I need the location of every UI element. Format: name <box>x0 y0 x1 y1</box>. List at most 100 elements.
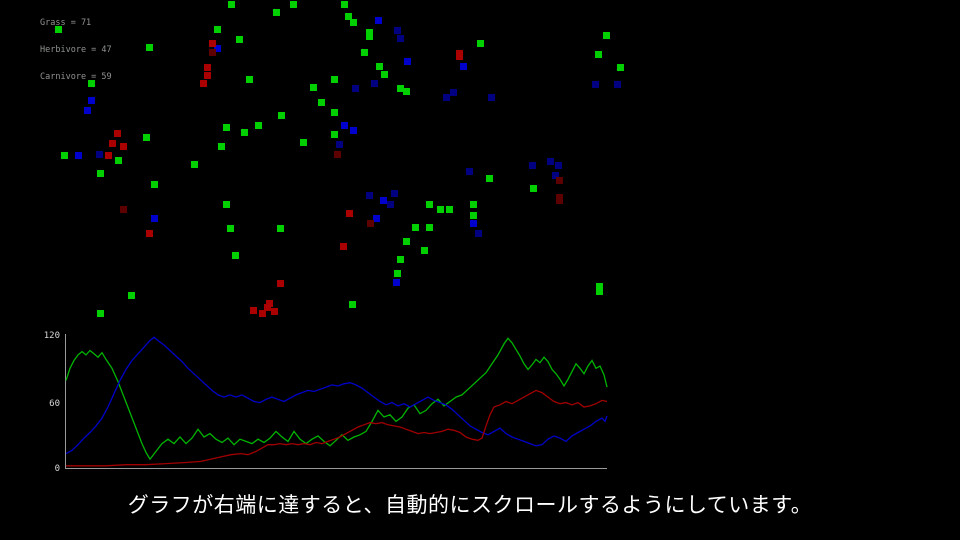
grass-cell <box>350 19 357 26</box>
herbivore-cell <box>394 27 401 34</box>
herbivore-cell <box>397 35 404 42</box>
grass-cell <box>397 256 404 263</box>
herbivore-cell <box>371 80 378 87</box>
grass-cell <box>394 270 401 277</box>
grass-cell <box>214 26 221 33</box>
grass-counter: Grass = 71 <box>40 18 92 28</box>
herbivore-cell <box>443 94 450 101</box>
grass-cell <box>255 122 262 129</box>
grass-cell <box>146 44 153 51</box>
grass-cell <box>331 131 338 138</box>
grass-cell <box>278 112 285 119</box>
grass-cell <box>88 80 95 87</box>
herbivore-cell <box>470 220 477 227</box>
carnivore-cell <box>556 194 563 204</box>
herbivore-cell <box>391 190 398 197</box>
herbivore-cell <box>341 122 348 129</box>
carnivore-cell <box>105 152 112 159</box>
grass-cell <box>300 139 307 146</box>
herbivore-cell <box>592 81 599 88</box>
grass-cell <box>477 40 484 47</box>
grass-cell <box>596 283 603 295</box>
carnivore-cell <box>346 210 353 217</box>
carnivore-cell <box>109 140 116 147</box>
herbivore-cell <box>375 17 382 24</box>
herbivore-cell <box>529 162 536 169</box>
carnivore-cell <box>120 206 127 213</box>
carnivore-cell <box>204 64 211 71</box>
grass-cell <box>61 152 68 159</box>
grass-cell <box>151 181 158 188</box>
grass-cell <box>55 26 62 33</box>
herbivore-cell <box>352 85 359 92</box>
herbivore-cell <box>552 172 559 179</box>
grass-cell <box>97 310 104 317</box>
herbivore-cell <box>475 230 482 237</box>
grass-cell <box>403 238 410 245</box>
herbivore-cell <box>450 89 457 96</box>
grass-cell <box>246 76 253 83</box>
herbivore-cell <box>393 279 400 286</box>
carnivore-cell <box>277 280 284 287</box>
grass-cell <box>318 99 325 106</box>
herbivore-cell <box>96 151 103 158</box>
carnivore-cell <box>209 40 216 47</box>
carnivore-counter: Carnivore = 59 <box>40 72 112 82</box>
grass-cell <box>446 206 453 213</box>
grass-cell <box>617 64 624 71</box>
carnivore-cell <box>114 130 121 137</box>
grass-cell <box>232 252 239 259</box>
grass-cell <box>228 1 235 8</box>
carnivore-cell <box>146 230 153 237</box>
grass-cell <box>310 84 317 91</box>
grass-cell <box>191 161 198 168</box>
carnivore-cell <box>209 49 216 56</box>
herbivore-counter: Herbivore = 47 <box>40 45 112 55</box>
carnivore-cell <box>340 243 347 250</box>
carnivore-cell <box>200 80 207 87</box>
grass-cell <box>115 157 122 164</box>
grass-cell <box>349 301 356 308</box>
grass-cell <box>437 206 444 213</box>
grass-cell <box>361 49 368 56</box>
grass-cell <box>241 129 248 136</box>
carnivore-cell <box>266 300 273 307</box>
grass-cell <box>341 1 348 8</box>
grass-cell <box>345 13 352 20</box>
carnivore-cell <box>250 307 257 314</box>
grass-cell <box>97 170 104 177</box>
grass-cell <box>421 247 428 254</box>
y-tick-60: 60 <box>49 399 60 409</box>
herbivore-cell <box>466 168 473 175</box>
herbivore-cell <box>547 158 554 165</box>
herbivore-cell <box>488 94 495 101</box>
herbivore-cell <box>88 97 95 104</box>
herbivore-cell <box>84 107 91 114</box>
herbivore-cell <box>460 63 467 70</box>
grass-cell <box>530 185 537 192</box>
grass-cell <box>227 225 234 232</box>
herbivore-cell <box>350 127 357 134</box>
grass-cell <box>236 36 243 43</box>
carnivore-cell <box>259 310 266 317</box>
grass-cell <box>331 76 338 83</box>
grass-cell <box>470 212 477 219</box>
simulation-field <box>55 1 624 317</box>
grass-cell <box>277 225 284 232</box>
grass-cell <box>223 201 230 208</box>
grass-cell <box>366 29 373 40</box>
population-counters: Grass = 71 Herbivore = 47 Carnivore = 59 <box>40 1 112 100</box>
grass-cell <box>218 143 225 150</box>
carnivore-cell <box>271 308 278 315</box>
carnivore-cell <box>456 50 463 60</box>
herbivore-cell <box>387 201 394 208</box>
grass-cell <box>470 201 477 208</box>
carnivore-cell <box>120 143 127 150</box>
y-tick-120: 120 <box>43 331 60 341</box>
grass-cell <box>376 63 383 70</box>
herbivore-cell <box>75 152 82 159</box>
grass-cell <box>486 175 493 182</box>
herbivore-cell <box>336 141 343 148</box>
grass-cell <box>381 71 388 78</box>
